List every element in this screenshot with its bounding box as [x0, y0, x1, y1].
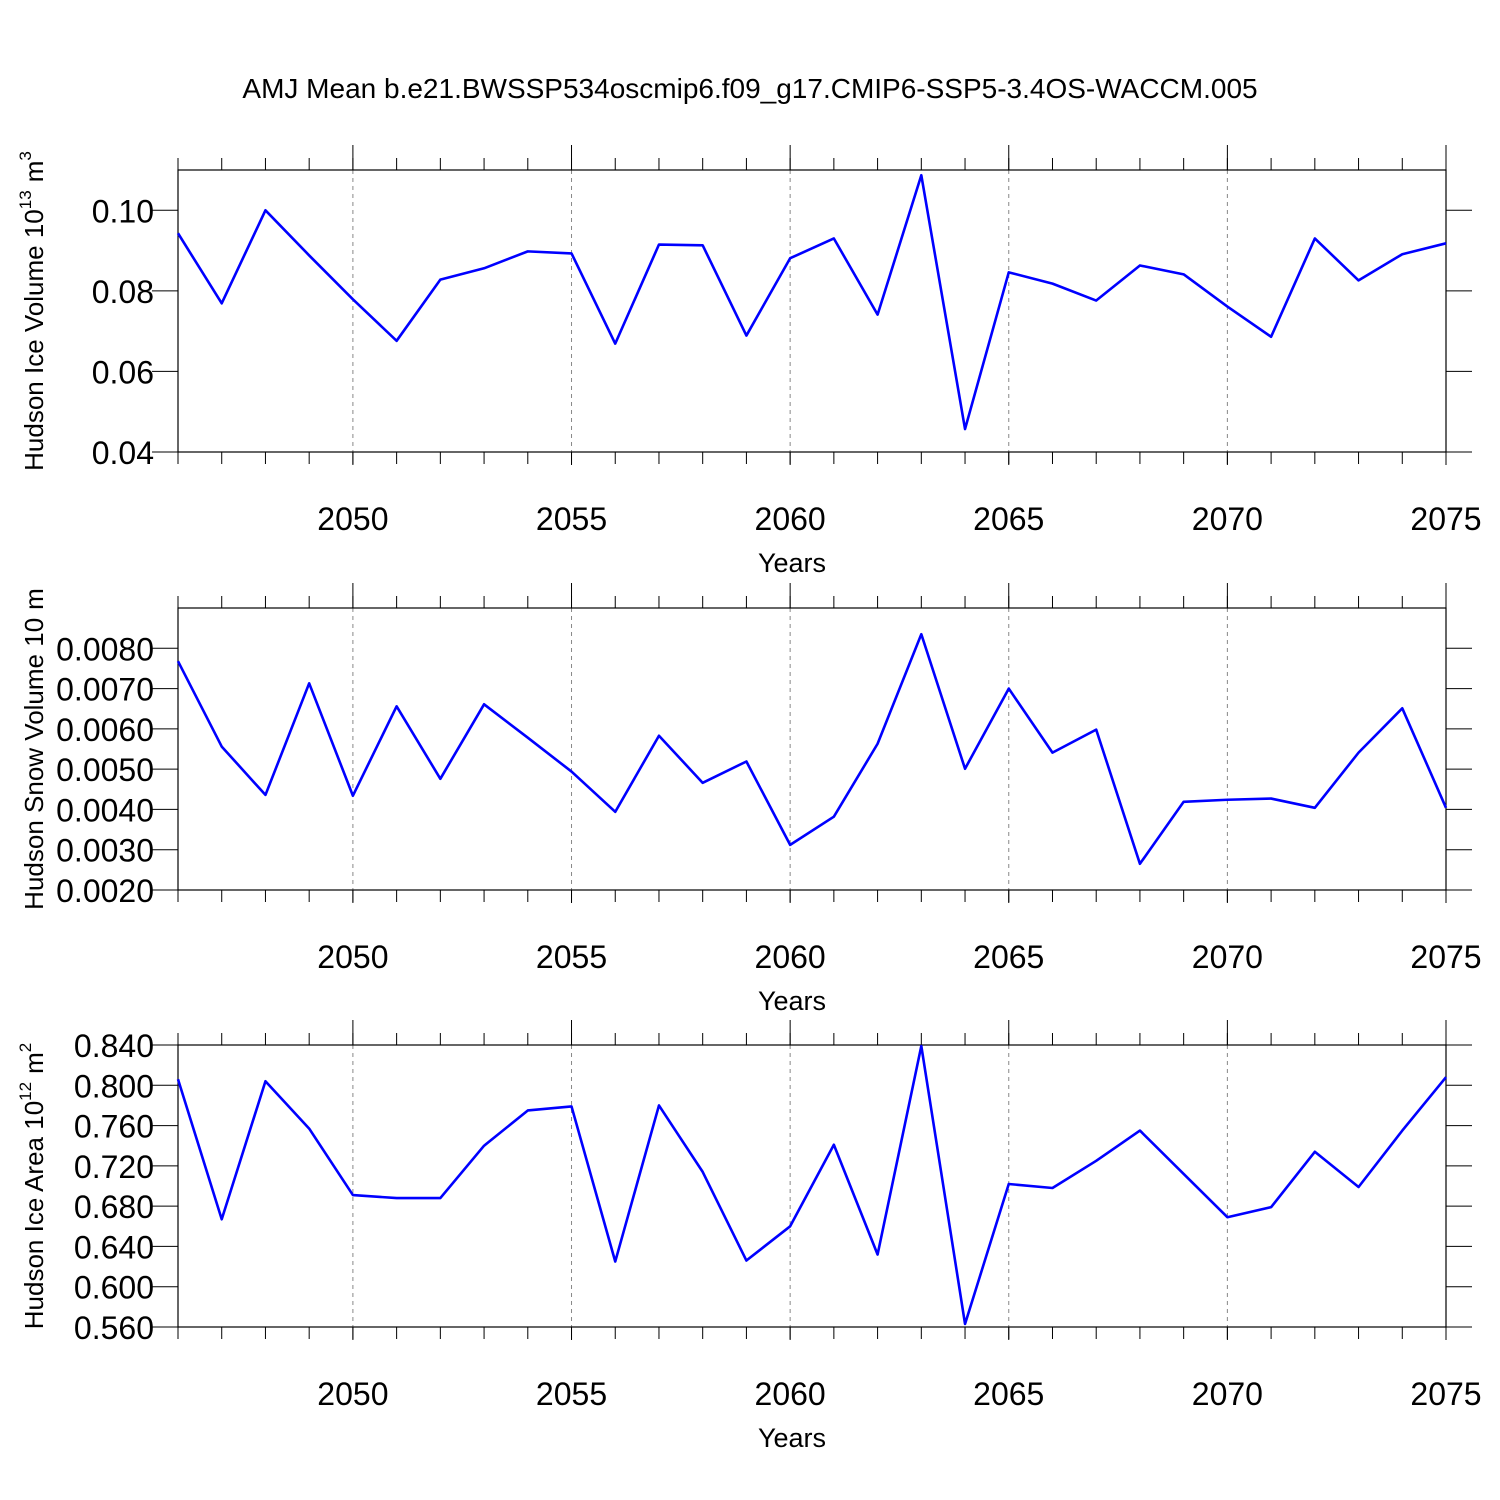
y-tick-label: 0.0080 [56, 631, 154, 667]
x-tick-label: 2050 [317, 1376, 388, 1412]
chart-title: AMJ Mean b.e21.BWSSP534oscmip6.f09_g17.C… [242, 73, 1257, 104]
x-tick-label: 2050 [317, 501, 388, 537]
x-tick-label: 2070 [1192, 939, 1263, 975]
data-line [176, 632, 1448, 866]
y-tick-label: 0.600 [74, 1270, 154, 1306]
x-axis-label: Years [758, 986, 826, 1016]
y-label-unit: m [19, 588, 49, 610]
y-label-unit-exponent: 2 [16, 1043, 35, 1052]
y-axis-label: Hudson Ice Volume 1013 m3 [16, 151, 49, 471]
y-tick-label: 0.0070 [56, 672, 154, 708]
y-label-text: Hudson Ice Area 10 [19, 1101, 49, 1329]
y-tick-label: 0.10 [92, 193, 154, 229]
y-tick-label: 0.0030 [56, 833, 154, 869]
x-tick-label: 2060 [755, 501, 826, 537]
y-tick-label: 0.800 [74, 1068, 154, 1104]
x-tick-label: 2075 [1410, 939, 1481, 975]
x-axis-label: Years [758, 548, 826, 578]
x-tick-label: 2055 [536, 1376, 607, 1412]
y-tick-label: 0.04 [92, 435, 154, 471]
y-tick-label: 0.680 [74, 1189, 154, 1225]
y-label-exponent: 12 [16, 1082, 35, 1101]
x-tick-label: 2060 [755, 1376, 826, 1412]
y-tick-label: 0.06 [92, 354, 154, 390]
x-tick-label: 2055 [536, 501, 607, 537]
y-tick-label: 0.0040 [56, 792, 154, 828]
x-tick-label: 2070 [1192, 501, 1263, 537]
y-tick-label: 0.640 [74, 1229, 154, 1265]
y-tick-label: 0.560 [74, 1310, 154, 1346]
data-line [176, 173, 1447, 431]
data-line [176, 1044, 1448, 1326]
x-tick-label: 2075 [1410, 501, 1481, 537]
x-tick-label: 2075 [1410, 1376, 1481, 1412]
y-label-text: Hudson Ice Volume 10 [19, 209, 49, 471]
y-tick-label: 0.720 [74, 1149, 154, 1185]
y-label-unit-exponent: 3 [16, 151, 35, 160]
y-label-unit: m [19, 1052, 49, 1074]
y-label-unit: m [19, 161, 49, 183]
y-axis-label: Hudson Snow Volume 10 m [19, 588, 49, 910]
x-tick-label: 2060 [755, 939, 826, 975]
x-tick-label: 2065 [973, 501, 1044, 537]
x-axis-label: Years [758, 1423, 826, 1453]
plot-frame [177, 607, 1447, 891]
y-label-text: Hudson Snow Volume 10 [19, 618, 49, 910]
x-tick-label: 2065 [973, 939, 1044, 975]
y-axis-label: Hudson Ice Area 1012 m2 [16, 1043, 49, 1329]
y-tick-label: 0.0050 [56, 752, 154, 788]
y-tick-label: 0.0060 [56, 712, 154, 748]
x-tick-label: 2050 [317, 939, 388, 975]
x-tick-label: 2070 [1192, 1376, 1263, 1412]
y-tick-label: 0.0020 [56, 873, 154, 909]
y-tick-label: 0.840 [74, 1028, 154, 1064]
x-tick-label: 2065 [973, 1376, 1044, 1412]
y-tick-label: 0.760 [74, 1109, 154, 1145]
plot-frame [177, 169, 1447, 453]
plot-frame [177, 1044, 1447, 1328]
y-tick-label: 0.08 [92, 274, 154, 310]
y-label-exponent: 13 [16, 190, 35, 209]
x-tick-label: 2055 [536, 939, 607, 975]
